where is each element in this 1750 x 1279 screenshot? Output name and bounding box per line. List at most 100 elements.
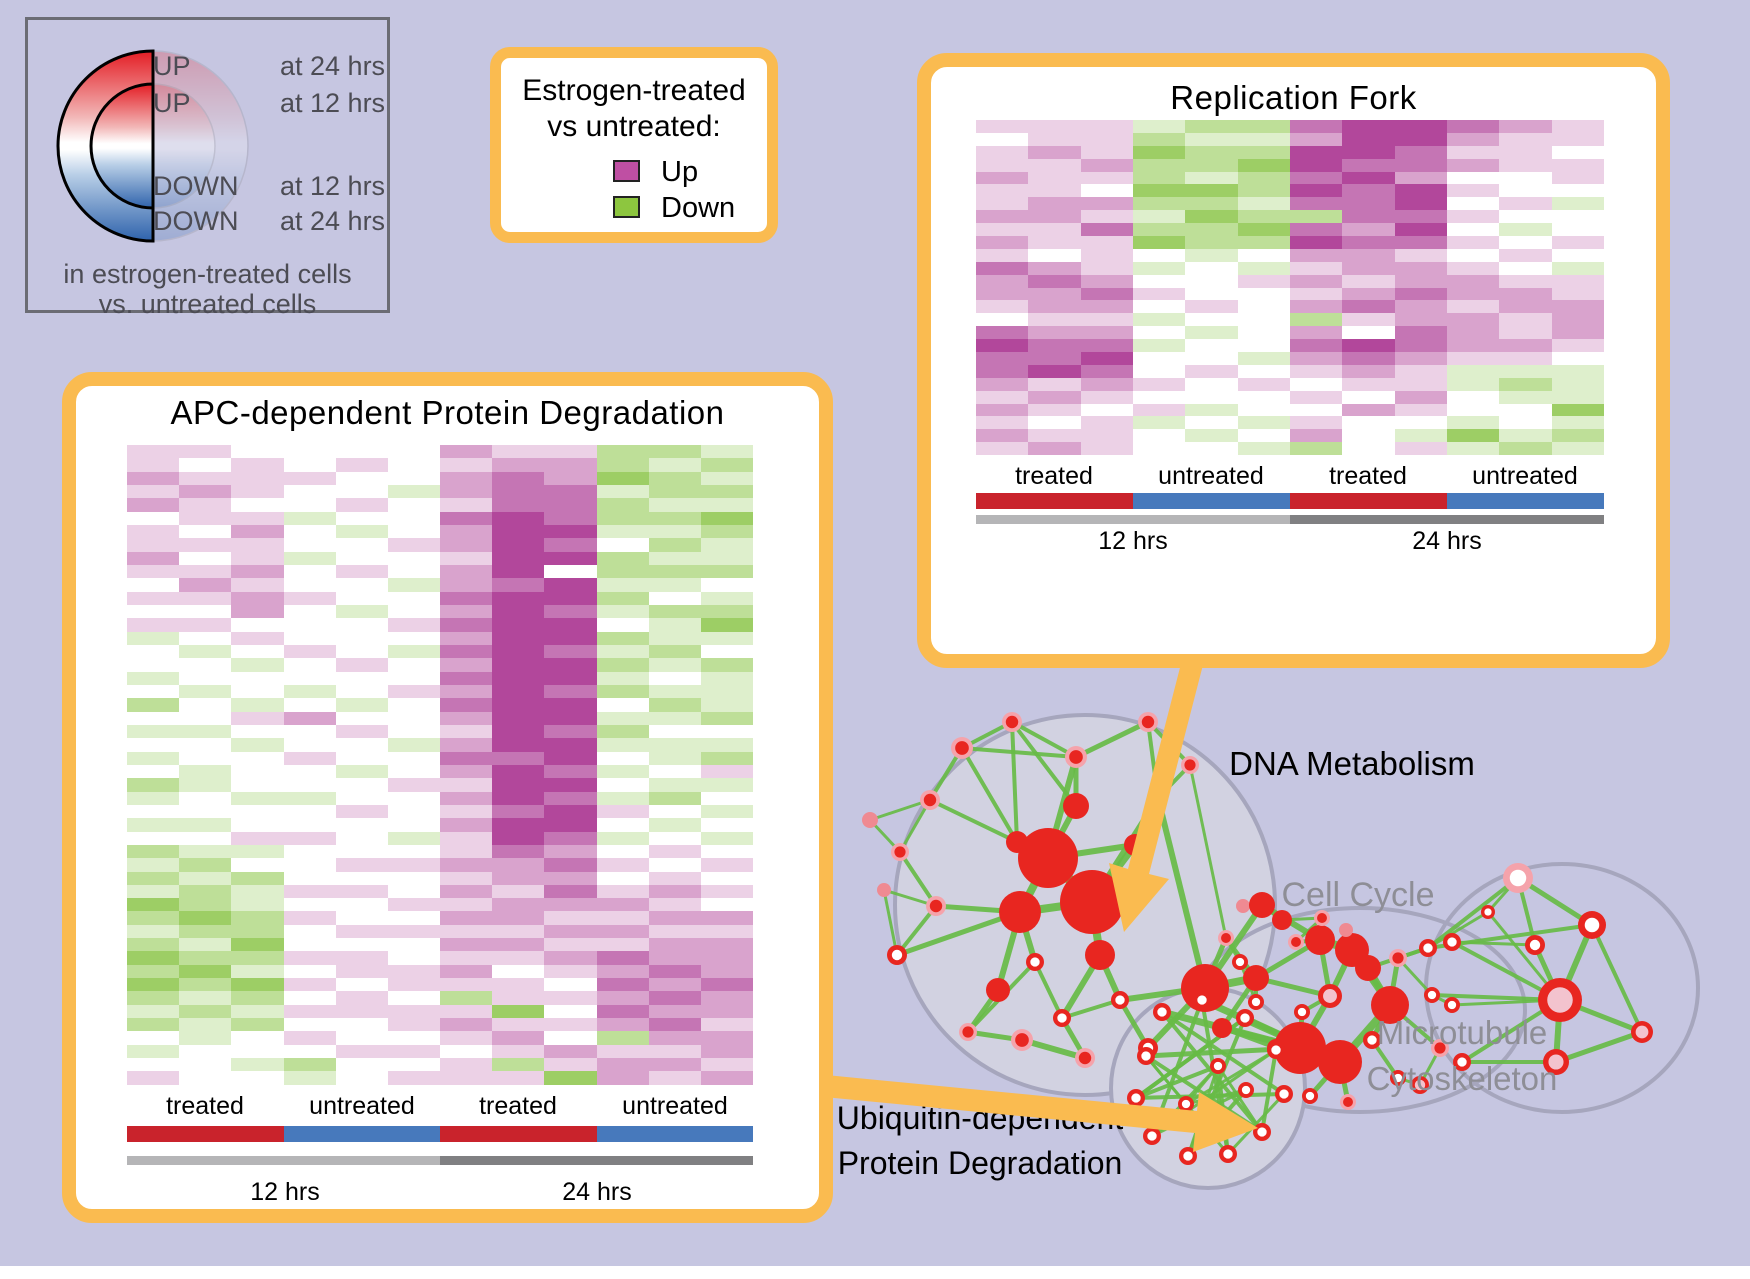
heatmap-cell — [231, 898, 284, 912]
heatmap-cell — [1080, 403, 1133, 417]
heatmap-row — [127, 871, 754, 885]
heatmap-cell — [231, 964, 284, 979]
heatmap-cell — [700, 1044, 754, 1059]
heatmap-cell — [231, 671, 284, 685]
apc-group-label-3: treated — [479, 1092, 557, 1120]
heatmap-cell — [231, 631, 284, 645]
heatmap-cell — [544, 978, 597, 992]
heatmap-cell — [1132, 120, 1186, 133]
heatmap-cell — [179, 511, 232, 525]
heatmap-cell — [335, 764, 388, 779]
heatmap-cell — [1028, 416, 1081, 430]
heatmap-cell — [335, 1044, 388, 1059]
heatmap-cell — [179, 1058, 232, 1072]
heatmap-cell — [596, 858, 649, 872]
heatmap-cell — [648, 511, 701, 525]
heatmap-row — [976, 403, 1604, 417]
heatmap-cell — [648, 564, 701, 579]
rf-group-label-2: untreated — [1158, 462, 1264, 490]
network-node-red-ring-white-center — [1026, 953, 1044, 971]
network-node-solid-red — [1212, 1018, 1232, 1038]
heatmap-cell — [648, 911, 701, 925]
heatmap-cell — [976, 326, 1029, 340]
heatmap-cell — [648, 778, 701, 792]
heatmap-cell — [1185, 158, 1238, 172]
heatmap-cell — [492, 684, 545, 699]
heatmap-cell — [1289, 326, 1343, 340]
heatmap-cell — [492, 778, 545, 792]
heatmap-cell — [1342, 416, 1395, 430]
network-node-solid-pink — [877, 883, 891, 897]
heatmap-cell — [335, 618, 388, 632]
heatmap-cell — [492, 791, 545, 805]
heatmap-cell — [1289, 120, 1343, 133]
heatmap-cell — [127, 924, 180, 939]
heatmap-cell — [544, 618, 597, 632]
heatmap-cell — [127, 724, 180, 739]
heatmap-cell — [1342, 223, 1395, 237]
heatmap-cell — [335, 671, 388, 685]
heatmap-cell — [1394, 364, 1447, 378]
heatmap-cell — [1080, 287, 1133, 301]
heatmap-cell — [1237, 171, 1290, 185]
heatmap-cell — [1394, 377, 1447, 391]
heatmap-cell — [648, 844, 701, 859]
heatmap-cell — [1446, 429, 1500, 443]
network-node-red-ring-white-center — [1424, 987, 1440, 1003]
heatmap-cell — [1028, 313, 1081, 327]
heatmap-cell — [127, 458, 180, 472]
heatmap-cell — [1342, 248, 1395, 262]
heatmap-cell — [1342, 158, 1395, 172]
heatmap-cell — [1237, 223, 1290, 237]
heatmap-cell — [596, 631, 649, 645]
heatmap-cell — [648, 604, 701, 619]
heatmap-cell — [440, 911, 493, 925]
heatmap-cell — [492, 1071, 545, 1085]
heatmap-cell — [440, 938, 493, 952]
heatmap-cell — [1185, 416, 1238, 430]
heatmap-cell — [283, 591, 336, 605]
heatmap-cell — [387, 871, 441, 885]
heatmap-cell — [1028, 132, 1081, 146]
heatmap-cell — [544, 951, 597, 965]
ring-legend-down24-time: at 24 hrs — [280, 206, 386, 236]
heatmap-cell — [440, 711, 493, 725]
heatmap-cell — [179, 684, 232, 699]
heatmap-cell — [1499, 326, 1552, 340]
heatmap-cell — [596, 1018, 649, 1032]
heatmap-cell — [1185, 120, 1238, 133]
heatmap-cell — [335, 791, 388, 805]
heatmap-cell — [596, 991, 649, 1005]
heatmap-cell — [648, 724, 701, 739]
heatmap-cell — [976, 197, 1029, 211]
heatmap-cell — [1132, 210, 1186, 224]
heatmap-cell — [1028, 274, 1081, 288]
heatmap-cell — [492, 938, 545, 952]
heatmap-cell — [1080, 352, 1133, 365]
heatmap-cell — [440, 898, 493, 912]
network-node-solid-red — [1305, 925, 1335, 955]
network-node-pink-ring-red-center — [1340, 1094, 1356, 1110]
network-node-red-ring-white-center — [1111, 991, 1129, 1009]
ring-legend-down24-label: DOWN — [153, 206, 239, 236]
heatmap-cell — [1342, 132, 1395, 146]
heatmap-cell — [544, 1018, 597, 1032]
heatmap-cell — [179, 898, 232, 912]
heatmap-cell — [179, 791, 232, 805]
heatmap-cell — [1551, 313, 1604, 327]
heatmap-row — [976, 184, 1604, 198]
heatmap-row — [127, 591, 754, 605]
heatmap-cell — [1185, 339, 1238, 353]
ring-legend-up24-label: UP — [153, 51, 191, 81]
heatmap-cell — [387, 1071, 441, 1085]
heatmap-cell — [700, 1004, 754, 1019]
heatmap-cell — [231, 471, 284, 485]
heatmap-cell — [387, 1058, 441, 1072]
heatmap-cell — [387, 804, 441, 819]
heatmap-cell — [440, 978, 493, 992]
heatmap-cell — [648, 884, 701, 899]
heatmap-cell — [1132, 339, 1186, 353]
heatmap-cell — [283, 911, 336, 925]
heatmap-cell — [976, 403, 1029, 417]
heatmap-cell — [492, 1004, 545, 1019]
